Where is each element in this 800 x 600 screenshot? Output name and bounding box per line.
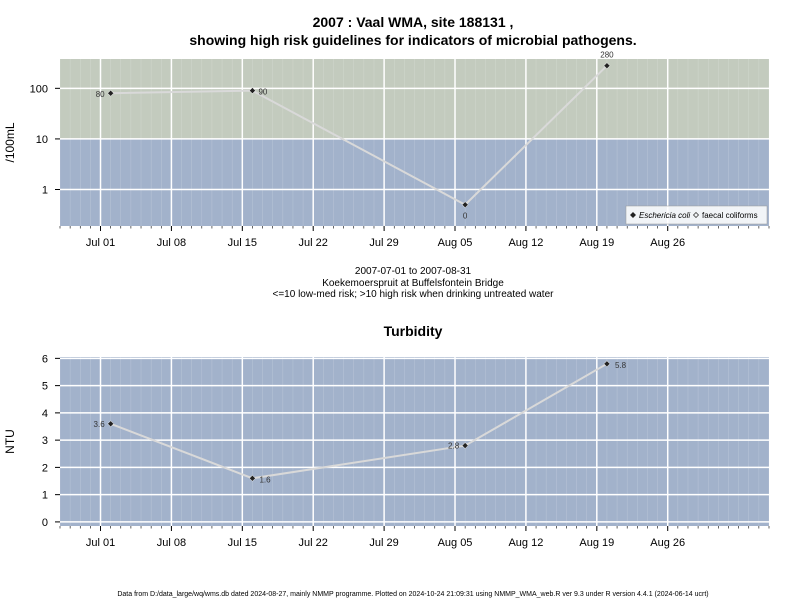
y-tick-label: 1 bbox=[42, 490, 48, 502]
x-tick-label: Aug 12 bbox=[508, 237, 543, 249]
y-tick-label: 10 bbox=[36, 134, 48, 146]
data-point bbox=[603, 360, 611, 368]
x-tick-label: Aug 26 bbox=[650, 537, 685, 549]
y-tick-label: 0 bbox=[42, 517, 48, 529]
data-point bbox=[107, 89, 114, 97]
data-point bbox=[249, 87, 256, 94]
x-tick-label: Jul 15 bbox=[228, 237, 257, 249]
turbidity-chart: Jul 01 Jul 08 Jul 15 Jul 22 Jul 29 Aug 05 Aug … bbox=[3, 353, 770, 549]
y-tick-label: 1 bbox=[42, 185, 48, 197]
x-tick-label: Aug 19 bbox=[579, 237, 614, 249]
x-tick-label: Jul 08 bbox=[157, 237, 186, 249]
x-tick-label: Jul 29 bbox=[369, 237, 398, 249]
y-tick-label: 100 bbox=[30, 83, 48, 95]
x-tick-label: Jul 29 bbox=[369, 537, 398, 549]
data-label: 5.8 bbox=[615, 361, 627, 370]
x-tick-label: Jul 01 bbox=[86, 537, 115, 549]
data-point bbox=[603, 62, 611, 70]
y-tick-label: 6 bbox=[42, 353, 48, 365]
x-tick-label: Jul 22 bbox=[299, 237, 328, 249]
x-tick-label: Jul 01 bbox=[86, 237, 115, 249]
series-line bbox=[110, 64, 608, 206]
ecoli-chart: Jul 01 Jul 08 Jul 15 Jul 22 Jul 29 Aug 05 Aug … bbox=[3, 51, 770, 249]
turbidity-title: Turbidity bbox=[384, 323, 443, 339]
data-label: 0 bbox=[463, 212, 468, 221]
x-tick-label: Aug 05 bbox=[438, 237, 473, 249]
site-name-text: Koekemoerspruit at Buffelsfontein Bridge bbox=[322, 278, 504, 289]
data-label: 90 bbox=[258, 88, 267, 97]
data-label: 280 bbox=[600, 51, 614, 60]
data-point bbox=[107, 420, 114, 428]
risk-guideline-text: <=10 low-med risk; >10 high risk when dr… bbox=[273, 289, 555, 300]
series-line bbox=[110, 362, 608, 480]
x-tick-label: Jul 15 bbox=[228, 537, 257, 549]
x-tick-label: Jul 08 bbox=[157, 537, 186, 549]
data-label: 3.6 bbox=[94, 420, 106, 429]
legend-label: faecal coliforms bbox=[702, 211, 758, 220]
legend: Eschericia coli faecal coliforms bbox=[625, 205, 768, 225]
data-point bbox=[461, 442, 469, 449]
x-tick-label: Jul 22 bbox=[299, 537, 328, 549]
data-point bbox=[461, 201, 469, 209]
date-range-text: 2007-07-01 to 2007-08-31 bbox=[355, 266, 472, 277]
y-tick-label: 5 bbox=[42, 381, 48, 393]
filled-diamond-icon bbox=[630, 212, 636, 218]
y-tick-label: 2 bbox=[42, 462, 48, 474]
x-tick-label: Aug 19 bbox=[579, 537, 614, 549]
x-tick-label: Aug 12 bbox=[508, 537, 543, 549]
y-axis-label: /100mL bbox=[3, 122, 17, 162]
data-label: 1.6 bbox=[259, 475, 271, 484]
legend-label: Eschericia coli bbox=[639, 211, 690, 220]
legend-box bbox=[625, 205, 768, 225]
open-diamond-icon bbox=[693, 212, 699, 218]
chart-title-line-2: showing high risk guidelines for indicat… bbox=[189, 32, 636, 48]
footer-note: Data from D:/data_large/wq/wms.db dated … bbox=[117, 591, 708, 598]
y-axis-label: NTU bbox=[3, 429, 17, 454]
chart-title-line-1: 2007 : Vaal WMA, site 188131 , bbox=[313, 14, 514, 30]
data-label: 80 bbox=[96, 90, 105, 99]
x-tick-label: Aug 05 bbox=[438, 537, 473, 549]
data-point bbox=[249, 474, 256, 482]
y-tick-label: 4 bbox=[42, 408, 48, 420]
y-tick-label: 3 bbox=[42, 435, 48, 447]
x-tick-label: Aug 26 bbox=[650, 237, 685, 249]
high-risk-band bbox=[60, 59, 769, 139]
data-label: 2.8 bbox=[448, 442, 460, 451]
